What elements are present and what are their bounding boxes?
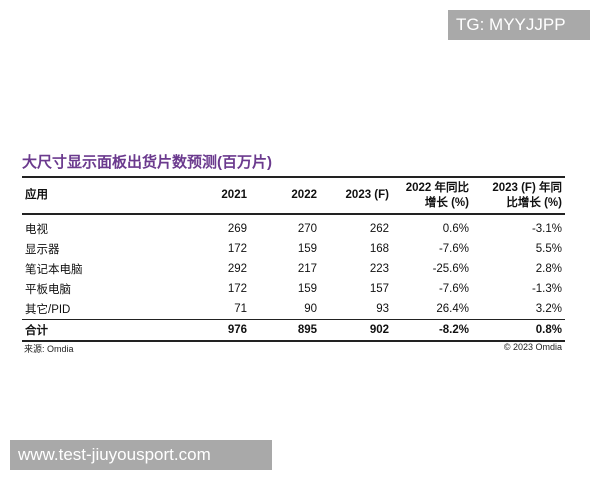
header-line: 应用 xyxy=(25,189,48,201)
header-line: 2022 年同比 xyxy=(405,181,469,194)
source: 来源: Omdia xyxy=(24,344,74,354)
header-cell: 2022 xyxy=(250,177,320,214)
cell: 笔记本电脑 xyxy=(25,264,83,276)
cell: 0.8% xyxy=(535,324,562,336)
header-row: 应用 2021 2022 2023 (F) 2022 年同比 增长 (%) 2023 (F)… xyxy=(22,177,565,214)
header-line: 2023 (F) 年同 xyxy=(492,181,562,194)
cell: 26.4% xyxy=(436,303,469,315)
header-line: 2023 (F) xyxy=(345,189,389,201)
cell: 976 xyxy=(227,324,247,336)
watermark: TG: MYYJJPP xyxy=(448,10,590,40)
header-line: 2021 xyxy=(221,189,247,201)
header-line: 比增长 (%) xyxy=(506,196,562,209)
table-row: 笔记本电脑 292 217 223 -25.6% 2.8% xyxy=(22,259,565,279)
cell: 电视 xyxy=(25,224,48,236)
table-row: 电视 269 270 262 0.6% -3.1% xyxy=(22,214,565,239)
table-title: 大尺寸显示面板出货片数预测(百万片) xyxy=(22,154,272,171)
cell: -7.6% xyxy=(438,283,469,295)
cell: 270 xyxy=(297,223,317,235)
cell: 90 xyxy=(304,303,317,315)
cell: 902 xyxy=(369,324,389,336)
table-row: 平板电脑 172 159 157 -7.6% -1.3% xyxy=(22,279,565,299)
watermark: www.test-jiuyousport.com xyxy=(10,440,272,470)
cell: 3.2% xyxy=(535,303,562,315)
cell: 223 xyxy=(369,263,389,275)
cell: 93 xyxy=(376,303,389,315)
cell: 168 xyxy=(369,243,389,255)
cell: 172 xyxy=(227,243,247,255)
table-row: 显示器 172 159 168 -7.6% 5.5% xyxy=(22,239,565,259)
data-table: 应用 2021 2022 2023 (F) 2022 年同比 增长 (%) 2023 (F)… xyxy=(22,176,565,342)
cell: 172 xyxy=(227,283,247,295)
cell: 217 xyxy=(297,263,317,275)
header-line: 增长 (%) xyxy=(424,196,469,209)
cell: 159 xyxy=(297,243,317,255)
cell: 262 xyxy=(369,223,389,235)
cell: 71 xyxy=(234,303,247,315)
table-row: 其它/PID 71 90 93 26.4% 3.2% xyxy=(22,299,565,320)
cell: 2.8% xyxy=(535,263,562,275)
cell: 其它/PID xyxy=(25,304,71,316)
cell: 显示器 xyxy=(25,244,60,256)
cell: -3.1% xyxy=(531,223,562,235)
cell: -8.2% xyxy=(438,324,469,336)
header-line: 2022 xyxy=(291,189,317,201)
total-row: 合计 976 895 902 -8.2% 0.8% xyxy=(22,319,565,341)
cell: 895 xyxy=(297,324,317,336)
cell: -1.3% xyxy=(531,283,562,295)
cell: -25.6% xyxy=(432,263,469,275)
cell: 平板电脑 xyxy=(25,284,71,296)
header-cell: 2023 (F) 年同比增长 (%) xyxy=(472,177,565,214)
cell: 0.6% xyxy=(442,223,469,235)
header-cell: 2021 xyxy=(188,177,250,214)
cell: 159 xyxy=(297,283,317,295)
copyright: © 2023 Omdia xyxy=(503,342,562,352)
cell: 5.5% xyxy=(535,243,562,255)
header-cell: 2022 年同比增长 (%) xyxy=(392,177,472,214)
cell: -7.6% xyxy=(438,243,469,255)
cell: 269 xyxy=(227,223,247,235)
cell: 157 xyxy=(369,283,389,295)
header-cell: 应用 xyxy=(22,177,188,214)
header-cell: 2023 (F) xyxy=(320,177,392,214)
cell: 292 xyxy=(227,263,247,275)
cell: 合计 xyxy=(25,325,48,337)
